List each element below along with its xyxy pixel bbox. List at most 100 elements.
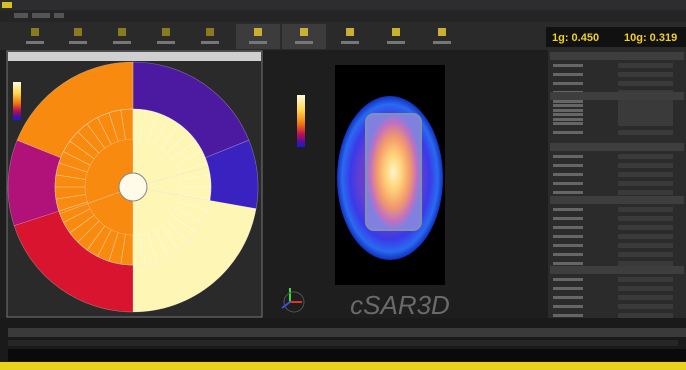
sunburst-segment[interactable] [77,123,106,154]
sunburst-segment[interactable] [175,151,208,173]
sunburst-segment[interactable] [58,201,91,223]
tool-label [201,41,219,44]
tool-label [69,41,87,44]
sunburst-segment[interactable] [166,131,197,160]
sunburst-center[interactable] [118,172,148,202]
tool-icon[interactable] [300,28,308,36]
field-value[interactable] [618,225,673,230]
field-label [553,131,583,134]
sunburst-segment[interactable] [154,117,180,149]
sunburst-segment[interactable] [147,229,169,262]
sunburst-segment[interactable] [54,186,86,200]
field-value[interactable] [618,130,673,135]
sunburst-segment[interactable] [55,162,88,180]
field-value[interactable] [618,277,673,282]
sunburst-segment[interactable] [171,208,203,234]
tool-icon[interactable] [31,28,39,36]
sunburst-segment[interactable] [132,108,146,140]
field-label [553,262,583,265]
tool-icon[interactable] [254,28,262,36]
field-value[interactable] [618,216,673,221]
sunburst-segment[interactable] [58,151,91,173]
field-value[interactable] [618,163,673,168]
field-value[interactable] [618,261,673,266]
active-button[interactable] [282,24,326,49]
field-value[interactable] [618,81,673,86]
field-value[interactable] [618,72,673,77]
tool-icon[interactable] [346,28,354,36]
sunburst-segment[interactable] [171,140,203,166]
sunburst-segment[interactable] [97,229,119,262]
sunburst-segment[interactable] [120,234,134,266]
sunburst-segment[interactable] [160,220,189,251]
field-value[interactable] [618,112,673,117]
menu-item[interactable] [32,13,50,18]
sunburst-segment[interactable] [77,220,106,251]
sunburst-segment[interactable] [108,109,126,142]
tool-icon[interactable] [74,28,82,36]
sunburst-segment[interactable] [97,112,119,145]
field-value[interactable] [618,286,673,291]
sunburst-segment[interactable] [147,112,169,145]
section-header[interactable] [550,52,684,60]
sunburst-segment[interactable] [63,140,95,166]
tool-label [113,41,131,44]
sunburst-segment[interactable] [140,109,158,142]
tool-label [387,41,405,44]
title-bar [0,0,686,10]
sunburst-segment[interactable] [86,117,112,149]
field-label [553,118,583,121]
sunburst-segment[interactable] [69,131,100,160]
field-value[interactable] [618,243,673,248]
tool-icon[interactable] [206,28,214,36]
sunburst-segment[interactable] [178,194,211,212]
field-value[interactable] [618,63,673,68]
sunburst-segment[interactable] [175,201,208,223]
sunburst-segment[interactable] [140,232,158,265]
field-value[interactable] [618,103,673,108]
field-value[interactable] [618,313,673,318]
field-value[interactable] [618,234,673,239]
field-value[interactable] [618,108,673,113]
sunburst-segment[interactable] [63,208,95,234]
sunburst-segment[interactable] [178,162,211,180]
section-header[interactable] [550,266,684,274]
log-header [8,328,686,337]
logo: cSAR3D [350,290,450,320]
tool-icon[interactable] [392,28,400,36]
field-value[interactable] [618,172,673,177]
section-header[interactable] [550,196,684,204]
field-value[interactable] [618,181,673,186]
sunburst-segment[interactable] [154,225,180,257]
field-value[interactable] [618,252,673,257]
tool-icon[interactable] [438,28,446,36]
menu-item[interactable] [14,13,28,18]
sunburst-segment[interactable] [120,108,134,140]
tool-icon[interactable] [162,28,170,36]
sunburst-segment[interactable] [54,174,86,188]
field-value[interactable] [618,117,673,122]
sunburst-segment[interactable] [132,234,146,266]
sunburst-segment[interactable] [180,174,212,188]
menu-item[interactable] [54,13,64,18]
field-value[interactable] [618,154,673,159]
field-value[interactable] [618,207,673,212]
field-value[interactable] [618,304,673,309]
field-value[interactable] [618,99,673,104]
sunburst-segment[interactable] [86,225,112,257]
field-value[interactable] [618,121,673,126]
sunburst-segment[interactable] [55,194,88,212]
field-value[interactable] [618,190,673,195]
sunburst-segment[interactable] [160,123,189,154]
sunburst-segment[interactable] [108,232,126,265]
active-button[interactable] [236,24,280,49]
field-label [553,113,583,116]
sunburst-segment[interactable] [166,214,197,243]
sunburst-segment[interactable] [69,214,100,243]
tool-icon[interactable] [118,28,126,36]
sunburst-segment[interactable] [180,186,212,200]
section-header[interactable] [550,143,684,151]
field-value[interactable] [618,295,673,300]
tool-label [157,41,175,44]
section-header[interactable] [550,92,684,100]
